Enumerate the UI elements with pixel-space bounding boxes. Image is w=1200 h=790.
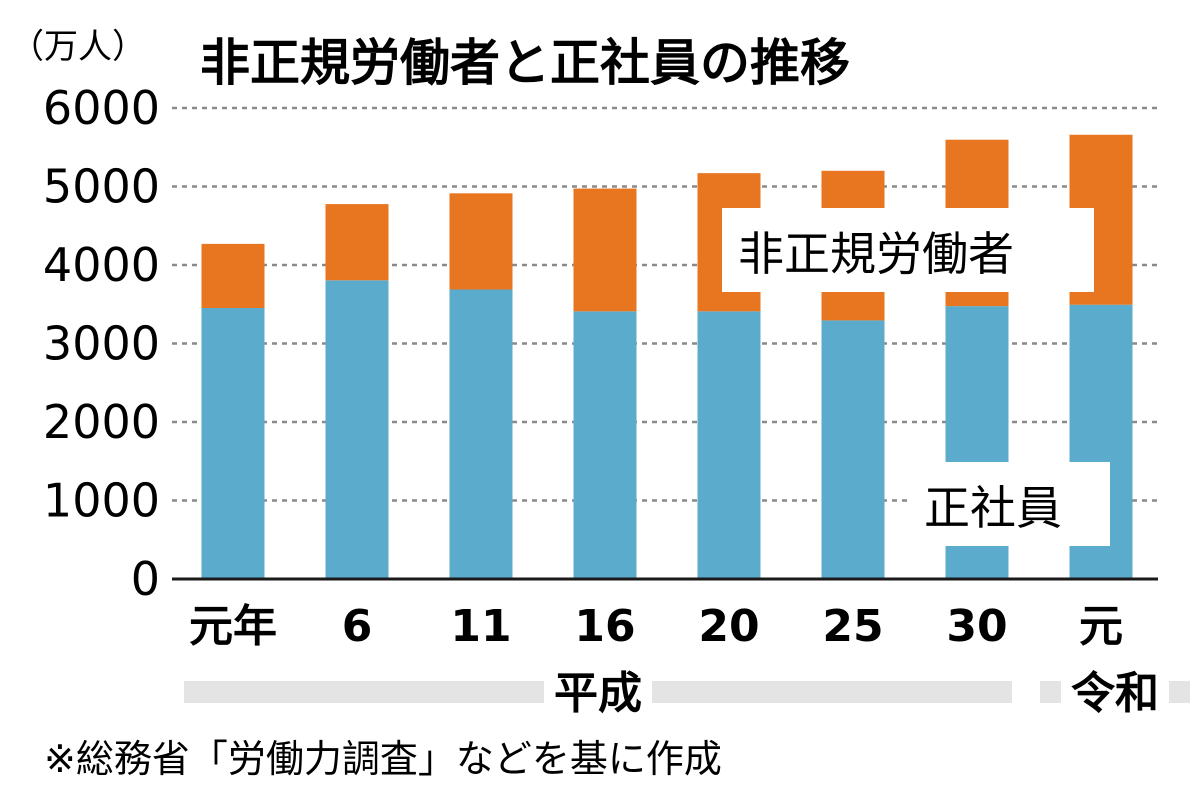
unit-label: （万人） [10, 27, 146, 67]
era-label: 令和 [1071, 668, 1159, 719]
y-tick-label: 1000 [43, 474, 160, 528]
x-tick-label: 元 [1079, 601, 1123, 652]
x-tick-label: 11 [450, 601, 511, 652]
era-label-bg [1061, 662, 1169, 718]
bar-nonregular [325, 204, 389, 281]
regular-series-label: 正社員 [924, 481, 1062, 535]
x-tick-label: 元年 [189, 601, 277, 652]
nonregular-label-box [722, 208, 1094, 292]
era-label: 平成 [554, 668, 642, 719]
y-tick-label: 3000 [43, 317, 160, 371]
y-tick-label: 5000 [43, 160, 160, 214]
bar-regular [325, 280, 389, 579]
x-tick-label: 30 [946, 601, 1007, 652]
nonregular-series-label: 非正規労働者 [738, 227, 1014, 281]
y-tick-label: 4000 [43, 238, 160, 292]
bar-nonregular [449, 193, 513, 290]
x-tick-label: 6 [342, 601, 373, 652]
x-tick-label: 16 [574, 601, 635, 652]
bar-regular [449, 289, 513, 579]
bar-regular [697, 311, 761, 579]
x-tick-label: 20 [698, 601, 759, 652]
x-axis-ticks: 元年 6 11 16 20 25 30 元 [189, 601, 1123, 652]
source-note: ※総務省「労働力調査」などを基に作成 [44, 737, 722, 781]
chart-title: 非正規労働者と正社員の推移 [200, 34, 850, 92]
bar-nonregular [201, 243, 265, 309]
y-axis-ticks: 0 1000 2000 3000 4000 5000 6000 [43, 81, 160, 606]
y-tick-label: 2000 [43, 395, 160, 449]
x-tick-label: 25 [822, 601, 883, 652]
bar-regular [821, 320, 885, 579]
grid-lines [172, 106, 1158, 502]
regular-label-box [908, 462, 1110, 546]
y-tick-label: 6000 [43, 81, 160, 135]
era-labels: 平成 令和 [184, 662, 1190, 719]
bar-regular [573, 311, 637, 579]
era-label-bg [544, 662, 652, 718]
y-tick-label: 0 [131, 552, 160, 606]
bar-regular [201, 308, 265, 579]
bar-nonregular [573, 188, 637, 312]
